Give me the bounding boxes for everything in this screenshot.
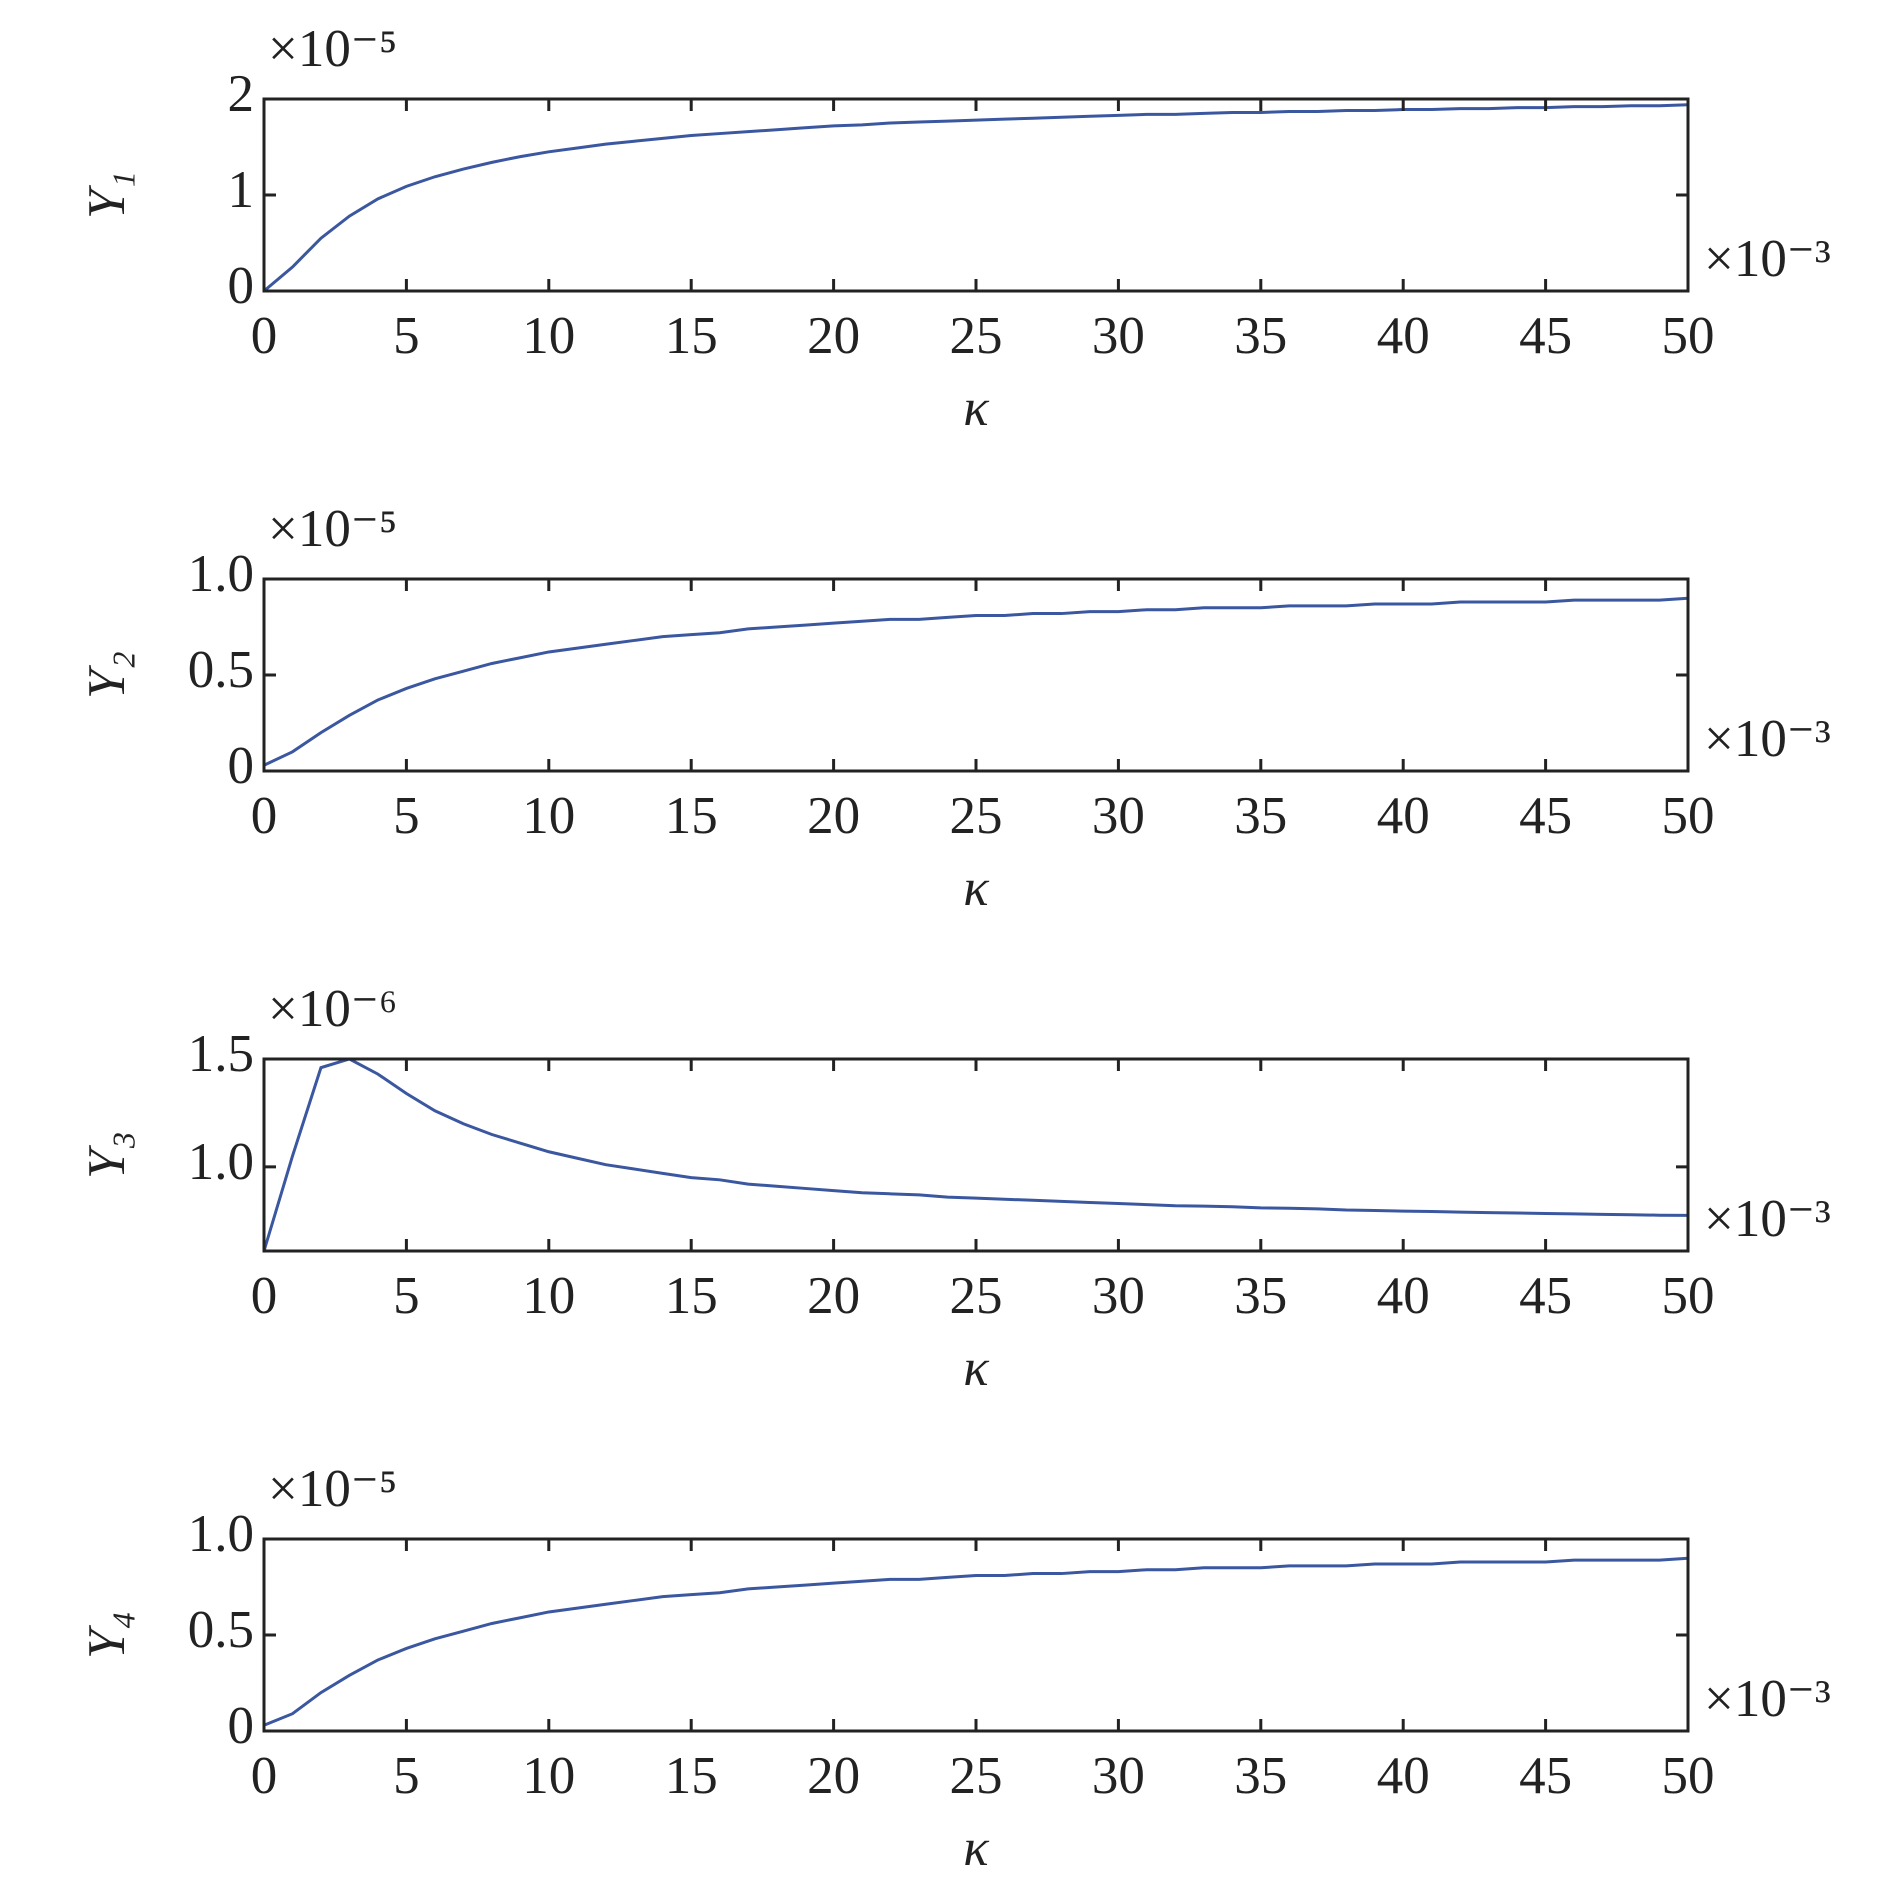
x-tick-label: 10 [522, 1267, 575, 1325]
x-tick-label: 40 [1377, 1267, 1430, 1325]
y-tick-label: 1 [228, 161, 255, 219]
x-tick-label: 50 [1662, 787, 1715, 845]
x-axis-label: κ [963, 1819, 990, 1877]
y-tick-label: 1.0 [188, 1505, 254, 1563]
plot-frame [262, 1537, 1690, 1733]
x-tick-label: 20 [807, 1747, 860, 1805]
x-tick-label: 30 [1092, 307, 1145, 365]
y-axis-label: Y₄ [78, 1611, 136, 1659]
y-tick-label: 0.5 [188, 1601, 254, 1659]
x-multiplier: ×10⁻³ [1704, 1190, 1831, 1248]
x-tick-label: 10 [522, 1747, 575, 1805]
x-tick-label: 0 [251, 787, 278, 845]
x-tick-label: 15 [665, 1747, 718, 1805]
x-tick-label: 0 [251, 1747, 278, 1805]
x-tick-label: 25 [950, 787, 1003, 845]
x-tick-label: 50 [1662, 1267, 1715, 1325]
x-tick-label: 45 [1519, 1267, 1572, 1325]
plot-frame [262, 97, 1690, 293]
x-tick-label: 15 [665, 787, 718, 845]
y-multiplier: ×10⁻⁵ [268, 500, 397, 558]
x-multiplier: ×10⁻³ [1704, 230, 1831, 288]
y-tick-label: 0.5 [188, 641, 254, 699]
x-tick-label: 0 [251, 307, 278, 365]
x-tick-label: 10 [522, 787, 575, 845]
x-tick-label: 40 [1377, 307, 1430, 365]
x-tick-label: 45 [1519, 1747, 1572, 1805]
x-tick-label: 20 [807, 787, 860, 845]
y-tick-label: 1.0 [188, 1133, 254, 1191]
x-tick-label: 5 [393, 787, 420, 845]
x-tick-label: 40 [1377, 1747, 1430, 1805]
y-multiplier: ×10⁻⁶ [268, 980, 397, 1038]
data-line [263, 103, 1689, 293]
y-multiplier: ×10⁻⁵ [268, 1460, 397, 1518]
x-tick-label: 5 [393, 1747, 420, 1805]
x-tick-label: 35 [1234, 1747, 1287, 1805]
x-tick-label: 45 [1519, 307, 1572, 365]
x-axis-label: κ [963, 1339, 990, 1397]
x-tick-label: 25 [950, 307, 1003, 365]
y-tick-label: 1.5 [188, 1025, 254, 1083]
plot-frame [262, 577, 1690, 773]
y-tick-label: 0 [228, 257, 255, 315]
x-tick-label: 15 [665, 307, 718, 365]
data-line [263, 1556, 1689, 1727]
x-tick-label: 0 [251, 1267, 278, 1325]
data-line [263, 596, 1689, 767]
x-tick-label: 30 [1092, 1747, 1145, 1805]
x-multiplier: ×10⁻³ [1704, 710, 1831, 768]
x-tick-label: 50 [1662, 307, 1715, 365]
x-tick-label: 20 [807, 1267, 860, 1325]
x-axis-label: κ [963, 379, 990, 437]
data-line [262, 1057, 1689, 1252]
x-tick-label: 35 [1234, 787, 1287, 845]
x-tick-label: 20 [807, 307, 860, 365]
x-tick-label: 25 [950, 1267, 1003, 1325]
x-tick-label: 30 [1092, 1267, 1145, 1325]
x-tick-label: 40 [1377, 787, 1430, 845]
x-tick-label: 35 [1234, 1267, 1287, 1325]
x-tick-label: 35 [1234, 307, 1287, 365]
x-tick-label: 45 [1519, 787, 1572, 845]
y-multiplier: ×10⁻⁵ [268, 20, 397, 78]
y-tick-label: 1.0 [188, 545, 254, 603]
x-tick-label: 5 [393, 307, 420, 365]
y-tick-label: 2 [228, 65, 255, 123]
x-axis-label: κ [963, 859, 990, 917]
x-multiplier: ×10⁻³ [1704, 1670, 1831, 1728]
x-tick-label: 10 [522, 307, 575, 365]
x-tick-label: 15 [665, 1267, 718, 1325]
y-axis-label: Y₂ [78, 651, 136, 699]
x-tick-label: 25 [950, 1747, 1003, 1805]
plot-frame [262, 1057, 1690, 1253]
x-tick-label: 50 [1662, 1747, 1715, 1805]
y-axis-label: Y₁ [78, 171, 136, 219]
y-tick-label: 0 [228, 737, 255, 795]
x-tick-label: 30 [1092, 787, 1145, 845]
y-axis-label: Y₃ [78, 1131, 136, 1179]
y-tick-label: 0 [228, 1697, 255, 1755]
x-tick-label: 5 [393, 1267, 420, 1325]
